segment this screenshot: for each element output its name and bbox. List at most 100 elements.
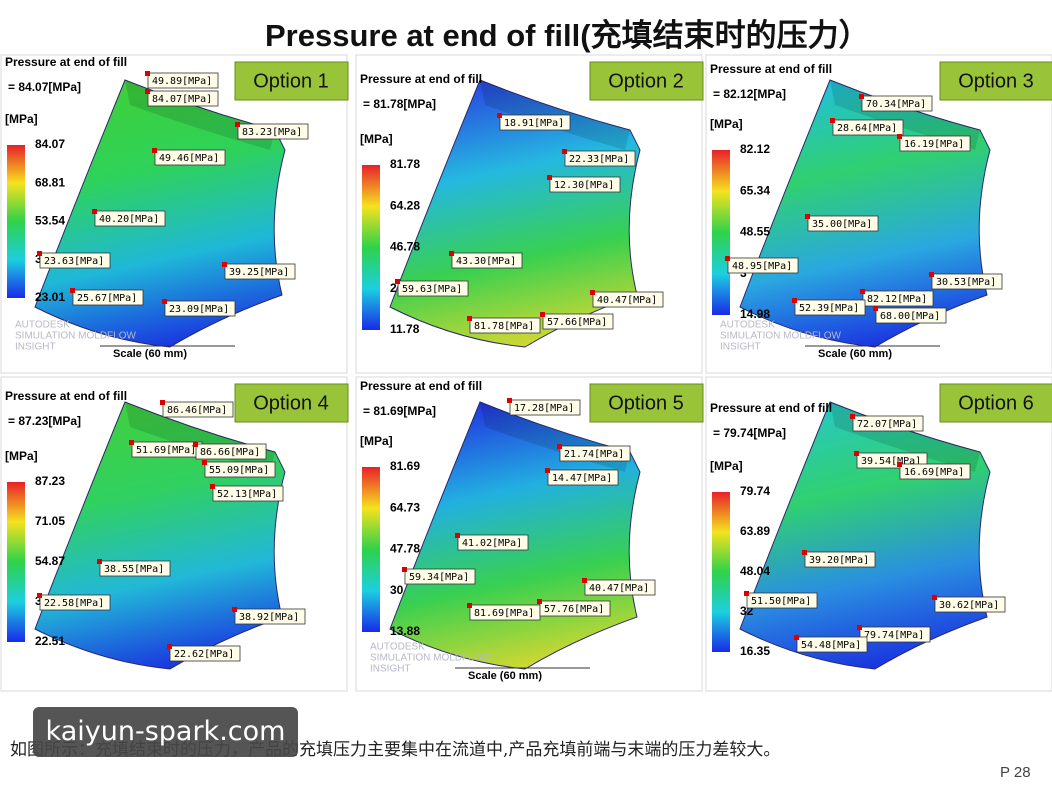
color-bar-label: 23.01 [35, 290, 65, 304]
option-box [589, 61, 704, 101]
probe-point [792, 298, 797, 303]
probe-point [162, 299, 167, 304]
probe-label: 16.19[MPa] [904, 139, 964, 150]
probe-box [852, 415, 924, 432]
probe-box [212, 485, 284, 502]
probe-box [861, 95, 933, 112]
brand-text: INSIGHT [370, 664, 411, 675]
probe-box [564, 150, 636, 167]
probe-box [234, 608, 306, 625]
color-bar-label: 84.07 [35, 137, 65, 151]
probe-label: 43.30[MPa] [456, 256, 516, 267]
option-label: Option 6 [958, 392, 1034, 414]
color-bar [362, 165, 380, 330]
probe-point [932, 595, 937, 600]
probe-label: 68.00[MPa] [880, 311, 940, 322]
probe-point [854, 451, 859, 456]
probe-box [899, 463, 971, 480]
probe-label: 70.34[MPa] [866, 99, 926, 110]
probe-point [547, 175, 552, 180]
color-bar-label: 54.87 [35, 554, 65, 568]
brand-text: INSIGHT [720, 342, 761, 353]
panels: Pressure at end of fill = 84.07[MPa] [MPa]… [0, 54, 1052, 692]
panel: Pressure at end of fill = 87.23[MPa] [MPa]… [0, 376, 349, 692]
result-header: Pressure at end of fill [5, 389, 127, 403]
probe-box [727, 257, 799, 274]
probe-box [404, 568, 476, 585]
probe-point [160, 400, 165, 405]
probe-label: 57.66[MPa] [547, 317, 607, 328]
color-bar [712, 150, 730, 315]
color-bar-label: 13.88 [390, 624, 420, 638]
probe-box [931, 273, 1003, 290]
probe-label: 23.09[MPa] [169, 304, 229, 315]
probe-box [832, 119, 904, 136]
probe-label: 72.07[MPa] [857, 419, 917, 430]
result-header: Pressure at end of fill [5, 55, 127, 69]
color-bar-label: 22.51 [35, 634, 65, 648]
probe-box [94, 210, 166, 227]
probe-point [222, 262, 227, 267]
brand-text: AUTODESK [15, 320, 70, 331]
probe-box [862, 290, 934, 307]
probe-point [805, 214, 810, 219]
probe-label: 40.20[MPa] [99, 214, 159, 225]
probe-label: 82.12[MPa] [867, 294, 927, 305]
color-bar-label: 3 [35, 252, 42, 266]
option-label: Option 5 [608, 392, 684, 414]
probe-point [455, 533, 460, 538]
probe-point [582, 578, 587, 583]
probe-box [147, 72, 219, 89]
probe-point [37, 251, 42, 256]
panel: Pressure at end of fill = 84.07[MPa] [MPa]… [0, 54, 349, 374]
color-bar-label: 47.78 [390, 542, 420, 556]
probe-label: 30.53[MPa] [936, 277, 996, 288]
color-bar-label: 30 [390, 583, 404, 597]
probe-point [873, 306, 878, 311]
brand-text: SIMULATION MOLDFLOW [15, 331, 136, 342]
probe-label: 23.63[MPa] [44, 256, 104, 267]
probe-point [37, 593, 42, 598]
probe-box [204, 461, 276, 478]
probe-box [807, 215, 879, 232]
probe-label: 59.63[MPa] [402, 284, 462, 295]
probe-label: 22.62[MPa] [174, 649, 234, 660]
panel: Pressure at end of fill = 79.74[MPa] [MPa]… [705, 376, 1052, 692]
probe-point [802, 550, 807, 555]
max-value: = 81.69[MPa] [363, 404, 436, 418]
probe-label: 59.34[MPa] [409, 572, 469, 583]
color-bar [7, 482, 25, 642]
probe-point [850, 414, 855, 419]
probe-point [857, 625, 862, 630]
color-bar-label: 68.81 [35, 175, 65, 189]
panel: Pressure at end of fill = 81.78[MPa] [MPa]… [355, 54, 704, 374]
probe-label: 16.69[MPa] [904, 467, 964, 478]
probe-point [497, 113, 502, 118]
option-box [939, 383, 1052, 423]
probe-box [746, 592, 818, 609]
probe-label: 35.00[MPa] [812, 219, 872, 230]
probe-point [402, 567, 407, 572]
probe-point [744, 591, 749, 596]
scale-label: Scale (60 mm) [468, 670, 542, 682]
probe-box [169, 645, 241, 662]
probe-box [899, 135, 971, 152]
max-value: = 82.12[MPa] [713, 87, 786, 101]
probe-label: 14.47[MPa] [552, 473, 612, 484]
max-value: = 87.23[MPa] [8, 414, 81, 428]
probe-point [540, 312, 545, 317]
probe-point [167, 644, 172, 649]
probe-point [395, 279, 400, 284]
option-box [589, 383, 704, 423]
probe-label: 28.64[MPa] [837, 123, 897, 134]
probe-box [451, 252, 523, 269]
probe-label: 81.78[MPa] [474, 321, 534, 332]
probe-label: 40.47[MPa] [597, 295, 657, 306]
probe-point [449, 251, 454, 256]
probe-point [545, 468, 550, 473]
color-bar-label: 53.54 [35, 214, 65, 228]
color-bar-label: 64.28 [390, 198, 420, 212]
brand-text: INSIGHT [15, 342, 56, 353]
probe-label: 25.67[MPa] [77, 293, 137, 304]
watermark: kaiyun-spark.com [33, 707, 298, 757]
